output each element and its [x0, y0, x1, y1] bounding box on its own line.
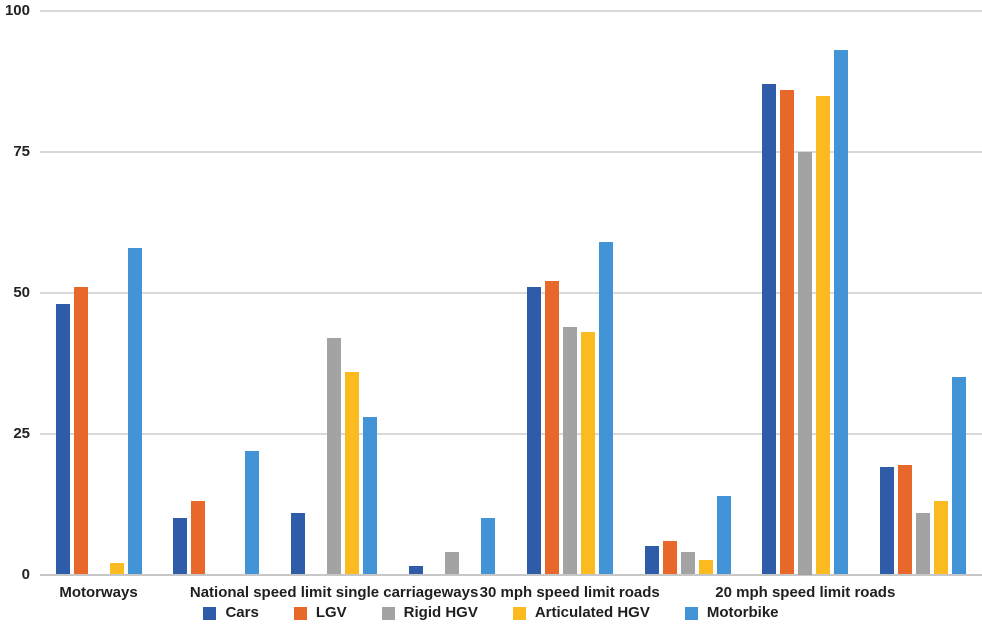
- bar-cars-group-3: [409, 566, 423, 575]
- x-axis-label-national-speed-limit-single-carriageways: National speed limit single carriageways: [189, 584, 479, 601]
- bar-motorbike-group-0: [128, 247, 142, 575]
- bar-lgv-group-6: [780, 89, 794, 575]
- bar-rigid-hgv-group-4: [563, 326, 577, 575]
- bar-motorbike-group-4: [599, 242, 613, 575]
- legend-label-lgv: LGV: [315, 604, 347, 621]
- bar-rigid-hgv-group-7: [916, 512, 930, 575]
- bar-articulated-hgv-group-5: [699, 560, 713, 575]
- legend-swatch-lgv: [293, 606, 307, 620]
- y-tick-label-75: 75: [13, 142, 30, 160]
- gridline-50: [40, 291, 982, 294]
- bar-cars-group-7: [880, 467, 894, 575]
- bar-lgv-group-7: [898, 464, 912, 575]
- legend-swatch-rigid-hgv: [381, 606, 395, 620]
- legend-swatch-motorbike: [684, 606, 698, 620]
- legend: Cars LGV Rigid HGV Articulated HGV Motorbike: [0, 601, 982, 625]
- gridline-75: [40, 150, 982, 153]
- bar-articulated-hgv-group-6: [816, 95, 830, 575]
- legend-label-motorbike: Motorbike: [706, 604, 779, 621]
- y-tick-label-25: 25: [13, 424, 30, 442]
- bar-motorbike-group-3: [481, 518, 495, 575]
- bar-cars-group-0: [56, 304, 70, 575]
- bar-cars-group-4: [527, 287, 541, 575]
- bar-rigid-hgv-group-6: [798, 151, 812, 575]
- x-axis-label-motorways: Motorways: [59, 584, 138, 601]
- bar-lgv-group-1: [191, 501, 205, 575]
- bar-rigid-hgv-group-2: [327, 337, 341, 575]
- bar-rigid-hgv-group-5: [681, 551, 695, 575]
- bar-motorbike-group-1: [245, 450, 259, 575]
- bar-motorbike-group-5: [717, 495, 731, 575]
- legend-item-rigid-hgv: Rigid HGV: [381, 604, 478, 621]
- bar-cars-group-5: [645, 546, 659, 575]
- bar-articulated-hgv-group-4: [581, 332, 595, 575]
- bar-cars-group-2: [291, 512, 305, 575]
- bar-articulated-hgv-group-7: [934, 501, 948, 575]
- legend-swatch-articulated-hgv: [512, 606, 526, 620]
- bar-motorbike-group-7: [952, 377, 966, 575]
- bar-cars-group-6: [762, 84, 776, 575]
- legend-item-articulated-hgv: Articulated HGV: [512, 604, 650, 621]
- bar-rigid-hgv-group-3: [445, 551, 459, 575]
- y-tick-label-50: 50: [13, 283, 30, 301]
- y-tick-label-0: 0: [21, 565, 30, 583]
- legend-label-articulated-hgv: Articulated HGV: [534, 604, 650, 621]
- legend-label-rigid-hgv: Rigid HGV: [403, 604, 478, 621]
- x-axis-label-20-mph-speed-limit-roads: 20 mph speed limit roads: [715, 584, 896, 601]
- bar-cars-group-1: [173, 518, 187, 575]
- bar-motorbike-group-2: [363, 416, 377, 575]
- legend-item-motorbike: Motorbike: [684, 604, 779, 621]
- bar-motorbike-group-6: [834, 50, 848, 575]
- bar-articulated-hgv-group-0: [110, 563, 124, 575]
- bar-articulated-hgv-group-2: [345, 371, 359, 575]
- legend-item-cars: Cars: [203, 604, 259, 621]
- bar-lgv-group-4: [545, 281, 559, 575]
- x-axis-label-30-mph-speed-limit-roads: 30 mph speed limit roads: [479, 584, 660, 601]
- bar-lgv-group-5: [663, 540, 677, 575]
- legend-swatch-cars: [203, 606, 217, 620]
- gridline-0: [40, 573, 982, 576]
- gridline-100: [40, 10, 982, 12]
- bar-lgv-group-0: [74, 287, 88, 575]
- legend-item-lgv: LGV: [293, 604, 347, 621]
- legend-label-cars: Cars: [225, 604, 259, 621]
- gridline-25: [40, 432, 982, 435]
- y-tick-label-100: 100: [4, 2, 30, 19]
